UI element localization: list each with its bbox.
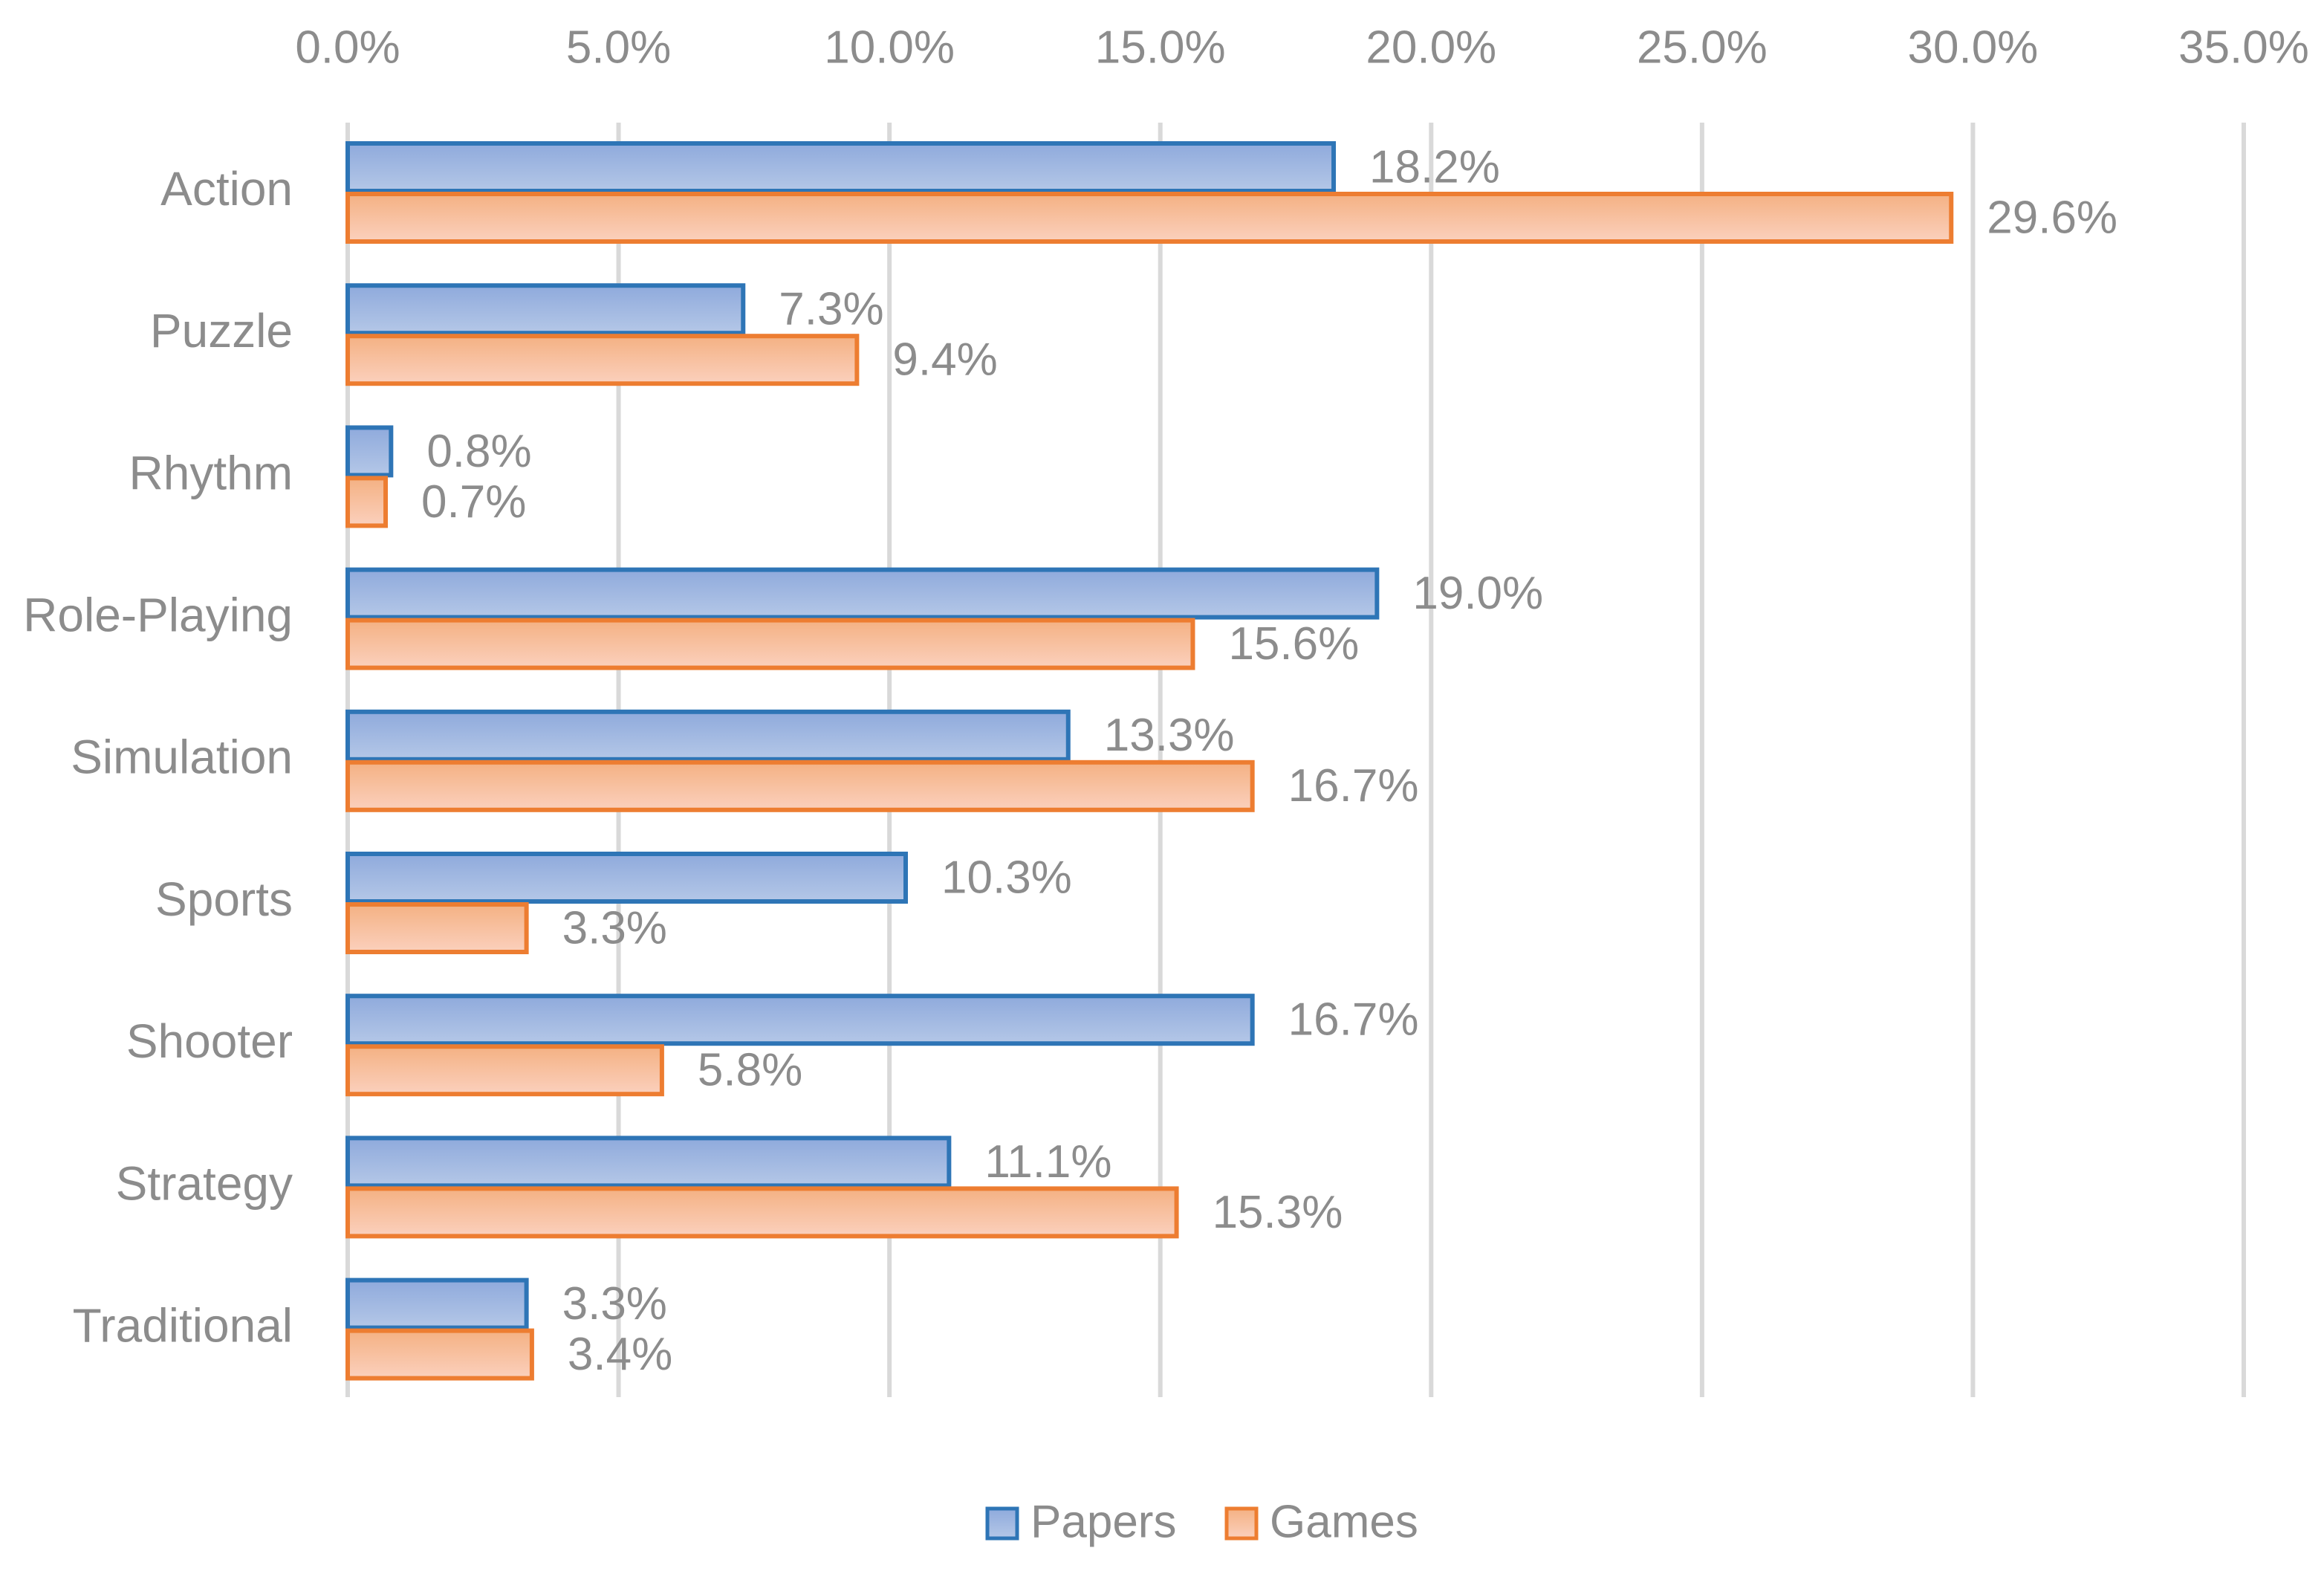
data-label: 9.4%	[892, 334, 997, 386]
data-label: 16.7%	[1288, 760, 1419, 812]
legend-item-games: Games	[1224, 1496, 1418, 1547]
bar-papers-role-playing	[345, 567, 1380, 620]
data-label: 19.0%	[1412, 568, 1543, 619]
data-label: 5.8%	[698, 1045, 802, 1096]
legend-label: Games	[1270, 1496, 1418, 1547]
data-label: 3.3%	[562, 1278, 667, 1330]
category-labels: Action Puzzle Rhythm Role-Playing Simulation…	[23, 162, 293, 1353]
category-label: Puzzle	[150, 304, 293, 357]
bar-papers-puzzle	[345, 283, 746, 336]
category-label: Role-Playing	[23, 589, 293, 642]
bar-papers-rhythm	[345, 425, 394, 478]
bar-games-strategy	[345, 1186, 1179, 1239]
category-label: Shooter	[126, 1014, 293, 1068]
category-label: Sports	[155, 872, 293, 926]
x-tick-label: 35.0%	[2178, 22, 2309, 73]
bar-papers-shooter	[345, 994, 1255, 1046]
x-tick-label: 10.0%	[824, 22, 955, 73]
data-labels: 18.2% 29.6% 7.3%9.4% 0.8%0.7% 19.0% 15.6% 13.3…	[421, 141, 2117, 1380]
data-label: 16.7%	[1288, 994, 1419, 1046]
category-label: Simulation	[71, 731, 293, 784]
data-label: 7.3%	[779, 284, 883, 335]
data-label: 0.7%	[421, 476, 526, 528]
x-tick-label: 30.0%	[1908, 22, 2039, 73]
category-label: Strategy	[116, 1156, 293, 1210]
legend: Papers Games	[985, 1496, 1418, 1547]
data-label: 3.3%	[562, 902, 667, 953]
legend-swatch	[1224, 1506, 1259, 1541]
bar-papers-strategy	[345, 1136, 952, 1188]
bar-games-role-playing	[345, 618, 1195, 670]
data-label: 3.4%	[568, 1329, 672, 1380]
legend-item-papers: Papers	[985, 1496, 1176, 1547]
bar-papers-simulation	[345, 709, 1071, 762]
category-label: Traditional	[73, 1299, 293, 1353]
bar-games-traditional	[345, 1328, 534, 1381]
data-label: 15.6%	[1228, 618, 1359, 670]
bar-games-simulation	[345, 760, 1255, 812]
x-tick-label: 15.0%	[1095, 22, 1226, 73]
x-tick-label: 25.0%	[1637, 22, 1768, 73]
data-label: 18.2%	[1369, 141, 1500, 192]
category-label: Rhythm	[129, 446, 293, 499]
legend-swatch	[985, 1506, 1019, 1541]
data-label: 13.3%	[1104, 710, 1235, 761]
bar-games-action	[345, 192, 1954, 244]
category-label: Action	[160, 162, 293, 216]
x-tick-label: 0.0%	[295, 22, 400, 73]
x-tick-label: 20.0%	[1366, 22, 1496, 73]
bar-games-shooter	[345, 1044, 664, 1097]
bar-papers-traditional	[345, 1277, 529, 1330]
bars	[345, 141, 1954, 1381]
bar-games-rhythm	[345, 476, 389, 528]
data-label: 0.8%	[426, 426, 531, 477]
data-label: 11.1%	[984, 1136, 1111, 1188]
data-label: 15.3%	[1213, 1187, 1343, 1238]
bar-papers-sports	[345, 852, 909, 904]
x-tick-label: 5.0%	[566, 22, 671, 73]
bar-papers-action	[345, 141, 1337, 193]
data-label: 10.3%	[941, 852, 1072, 903]
x-axis-ticks: 0.0% 5.0% 10.0% 15.0% 20.0% 25.0% 30.0% 35.0%	[295, 22, 2309, 73]
bar-games-puzzle	[345, 334, 860, 386]
bar-games-sports	[345, 902, 529, 954]
legend-label: Papers	[1030, 1496, 1176, 1547]
data-label: 29.6%	[1987, 192, 2117, 243]
